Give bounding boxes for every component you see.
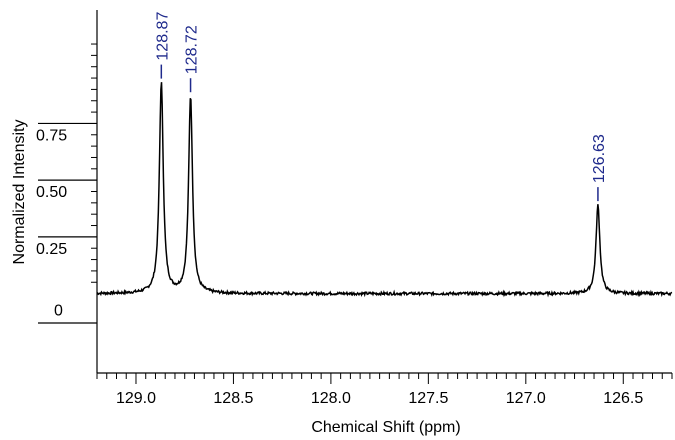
peak-label: 128.87 bbox=[154, 12, 171, 79]
peak-label-text: 128.72 bbox=[184, 25, 201, 74]
x-tick-label: 127.0 bbox=[506, 390, 546, 407]
peak-label: 126.63 bbox=[591, 134, 608, 202]
peak-label-text: 128.87 bbox=[154, 12, 171, 61]
y-tick-label: 0.75 bbox=[36, 127, 67, 144]
spectrum-series-line bbox=[96, 82, 673, 298]
x-tick-label: 128.0 bbox=[311, 390, 351, 407]
y-tick-label: 0 bbox=[54, 303, 63, 320]
peak-label: 128.72 bbox=[184, 25, 201, 93]
x-axis-ticks: 129.0 128.5 128.0 127.5 127.0 126.5 bbox=[96, 373, 673, 407]
peak-label-text: 126.63 bbox=[591, 134, 608, 183]
peak-labels: 128.87 128.72 126.63 bbox=[154, 12, 608, 202]
y-tick-label: 0.25 bbox=[36, 241, 67, 258]
x-tick-label: 128.5 bbox=[213, 390, 253, 407]
x-tick-label: 127.5 bbox=[408, 390, 448, 407]
y-axis-ticks: 0 0.25 0.50 0.75 bbox=[36, 43, 97, 320]
x-axis-title: Chemical Shift (ppm) bbox=[311, 419, 460, 436]
x-tick-label: 126.5 bbox=[603, 390, 643, 407]
y-tick-label: 0.50 bbox=[36, 184, 67, 201]
x-tick-label: 129.0 bbox=[116, 390, 156, 407]
y-axis-title: Normalized Intensity bbox=[11, 120, 28, 265]
